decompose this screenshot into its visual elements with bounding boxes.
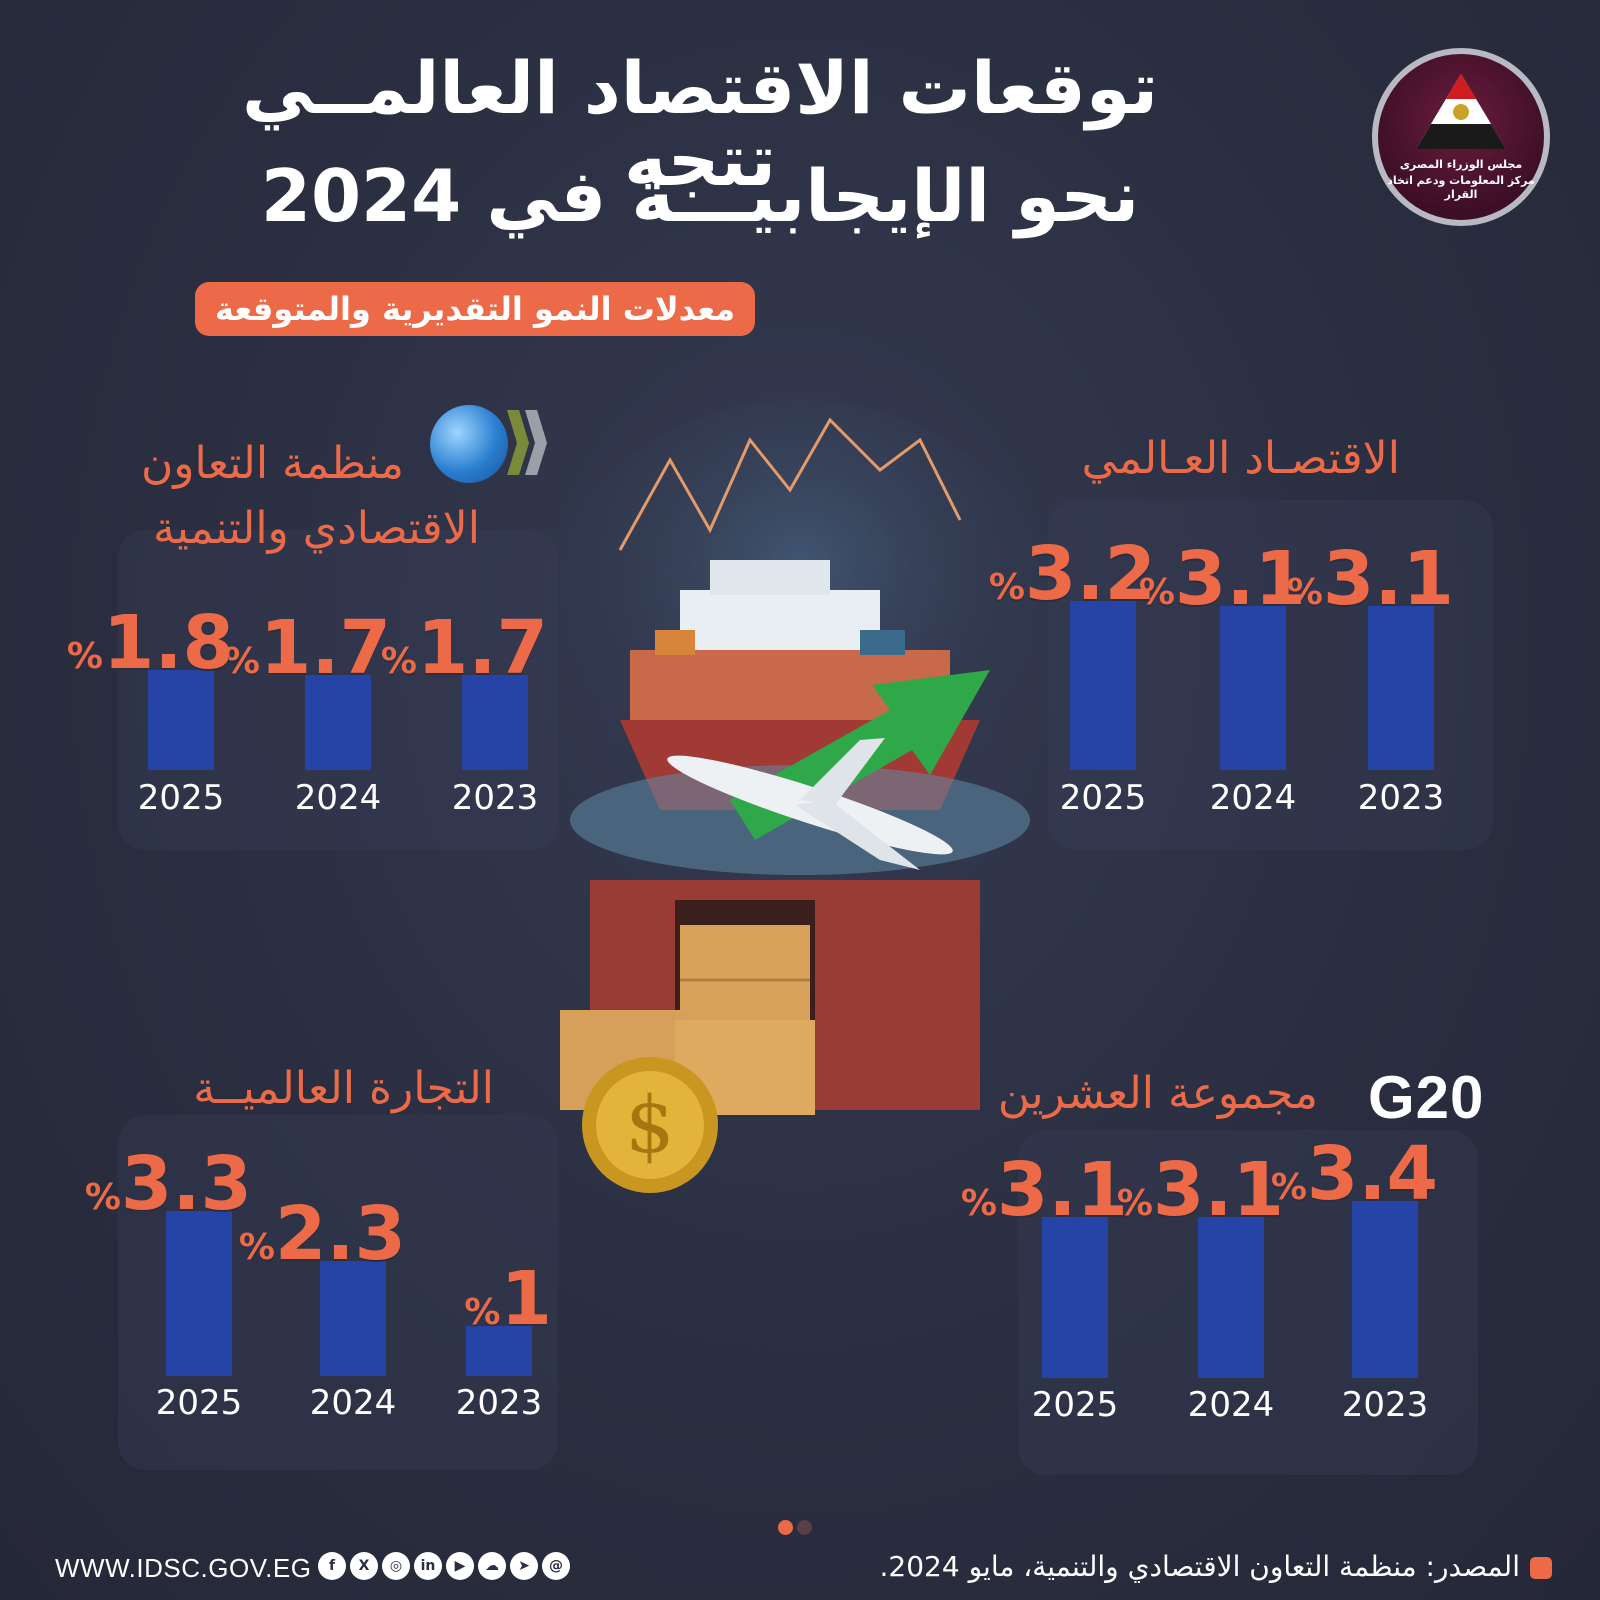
- world_economy-year-label: 2024: [1209, 778, 1297, 818]
- globe-icon: [430, 405, 508, 483]
- world_trade-year-label: 2023: [455, 1383, 543, 1423]
- world_trade-year-label: 2025: [155, 1383, 243, 1423]
- trend-line: [618, 417, 962, 551]
- world_trade-bar-2024: [320, 1261, 386, 1376]
- oecd-value-label-2025: %1.8: [67, 600, 234, 686]
- trade-illustration: $: [560, 400, 1040, 1193]
- threads-icon[interactable]: @: [542, 1552, 570, 1580]
- oecd-percent-sign: %: [66, 635, 103, 677]
- g20-percent-sign: %: [1116, 1182, 1153, 1224]
- world_trade-percent-sign: %: [464, 1292, 501, 1333]
- world_trade-year-label: 2024: [309, 1383, 397, 1423]
- g20-logo: G20: [1368, 1064, 1485, 1131]
- pyramid-flag-icon: [1416, 74, 1506, 149]
- world_economy-percent-sign: %: [1138, 572, 1175, 614]
- g20-value-label-2025: %3.1: [961, 1147, 1128, 1233]
- logo-text-line1: مجلس الوزراء المصرى: [1399, 158, 1523, 171]
- world_economy-value-number: 3.1: [1322, 536, 1454, 623]
- pager-dots[interactable]: [778, 1520, 816, 1539]
- g20-value-number: 3.1: [1152, 1146, 1284, 1233]
- oecd-year-label: 2023: [451, 778, 539, 818]
- world_trade-value-label-2023: %1: [464, 1256, 552, 1342]
- gold-coin-icon: $: [582, 1057, 718, 1193]
- airplane-icon: [667, 738, 953, 870]
- x-icon[interactable]: X: [350, 1552, 378, 1580]
- world_trade-percent-sign: %: [238, 1227, 275, 1268]
- oecd-percent-sign: %: [380, 641, 417, 683]
- g20-year-label: 2023: [1341, 1385, 1429, 1425]
- world_trade-bar-2025: [166, 1211, 232, 1376]
- subtitle-badge: معدلات النمو التقديرية والمتوقعة: [195, 282, 755, 336]
- oecd-bar-2025: [148, 669, 214, 770]
- g20-percent-sign: %: [1270, 1167, 1307, 1209]
- linkedin-icon[interactable]: in: [414, 1552, 442, 1580]
- telegram-icon[interactable]: ➤: [510, 1552, 538, 1580]
- world_economy-year-label: 2023: [1357, 778, 1445, 818]
- world_economy-percent-sign: %: [1286, 572, 1323, 614]
- social-icons: f X ◎ in ▶ ☁ ➤ @: [318, 1552, 570, 1580]
- g20-value-number: 3.1: [996, 1146, 1128, 1233]
- g20-percent-sign: %: [960, 1182, 997, 1224]
- oecd-bar-2024: [305, 675, 371, 770]
- pager-dot-active[interactable]: [778, 1520, 793, 1535]
- world_economy-bar-2024: [1220, 606, 1286, 770]
- world_trade-value-number: 2.3: [274, 1191, 406, 1277]
- world-economy-title: الاقتصـاد العـالمي: [1081, 433, 1400, 484]
- world_trade-value-label-2025: %3.3: [85, 1141, 252, 1227]
- youtube-icon[interactable]: ▶: [446, 1552, 474, 1580]
- svg-text:$: $: [625, 1081, 675, 1171]
- world_trade-value-number: 1: [500, 1256, 553, 1342]
- world_economy-bar-2025: [1070, 601, 1136, 770]
- oecd-bar-2023: [462, 675, 528, 770]
- oecd-percent-sign: %: [223, 641, 260, 683]
- g20-bar-2024: [1198, 1216, 1264, 1378]
- world_trade-bar-2023: [466, 1326, 532, 1376]
- world_economy-percent-sign: %: [988, 567, 1025, 609]
- oecd-year-label: 2025: [137, 778, 225, 818]
- oecd-value-number: 1.8: [102, 599, 234, 686]
- facebook-icon[interactable]: f: [318, 1552, 346, 1580]
- world_economy-value-label-2024: %3.1: [1139, 536, 1306, 622]
- oecd-value-number: 1.7: [259, 605, 391, 692]
- world_economy-year-label: 2025: [1059, 778, 1147, 818]
- world_trade-value-label-2024: %2.3: [239, 1191, 406, 1277]
- idsc-logo: مجلس الوزراء المصرى مركز المعلومات ودعم …: [1372, 48, 1550, 226]
- g20-bar-2025: [1042, 1216, 1108, 1378]
- world_economy-value-number: 3.1: [1174, 536, 1306, 623]
- g20-value-label-2024: %3.1: [1117, 1147, 1284, 1233]
- oecd-value-label-2023: %1.7: [381, 605, 548, 691]
- source-note: المصدر: منظمة التعاون الاقتصادي والتنمية…: [879, 1550, 1521, 1583]
- g20-value-label-2023: %3.4: [1271, 1131, 1438, 1217]
- oecd-title-line2: الاقتصادي والتنمية: [153, 503, 480, 554]
- g20-year-label: 2024: [1187, 1385, 1275, 1425]
- world_trade-value-number: 3.3: [120, 1141, 252, 1227]
- g20-title: مجموعة العشرين: [997, 1068, 1318, 1119]
- g20-bar-2023: [1352, 1201, 1418, 1378]
- oecd-value-label-2024: %1.7: [224, 605, 391, 691]
- world_trade-percent-sign: %: [84, 1177, 121, 1218]
- g20-year-label: 2025: [1031, 1385, 1119, 1425]
- oecd-year-label: 2024: [294, 778, 382, 818]
- source-bullet: [1530, 1557, 1552, 1579]
- world_economy-value-label-2025: %3.2: [989, 531, 1156, 617]
- g20-value-number: 3.4: [1306, 1131, 1438, 1218]
- world_economy-bar-2023: [1368, 606, 1434, 770]
- world_economy-value-label-2023: %3.1: [1287, 536, 1454, 622]
- website-url[interactable]: WWW.IDSC.GOV.EG: [55, 1553, 312, 1583]
- oecd-value-number: 1.7: [416, 605, 548, 692]
- oecd-title-line1: منظمة التعاون: [140, 438, 404, 489]
- oecd-chevrons-icon: [507, 410, 547, 475]
- soundcloud-icon[interactable]: ☁: [478, 1552, 506, 1580]
- world-trade-title: التجارة العالميــة: [193, 1063, 494, 1114]
- world_economy-value-number: 3.2: [1024, 531, 1156, 618]
- logo-text-line2: مركز المعلومات ودعم اتخاذ القرار: [1387, 174, 1535, 202]
- pager-dot[interactable]: [797, 1520, 812, 1535]
- page-title-line2: نحو الإيجابيـــة في 2024: [260, 154, 1140, 238]
- page-title-line1: توقعات الاقتصاد العالمــي تتجه: [242, 46, 1158, 202]
- instagram-icon[interactable]: ◎: [382, 1552, 410, 1580]
